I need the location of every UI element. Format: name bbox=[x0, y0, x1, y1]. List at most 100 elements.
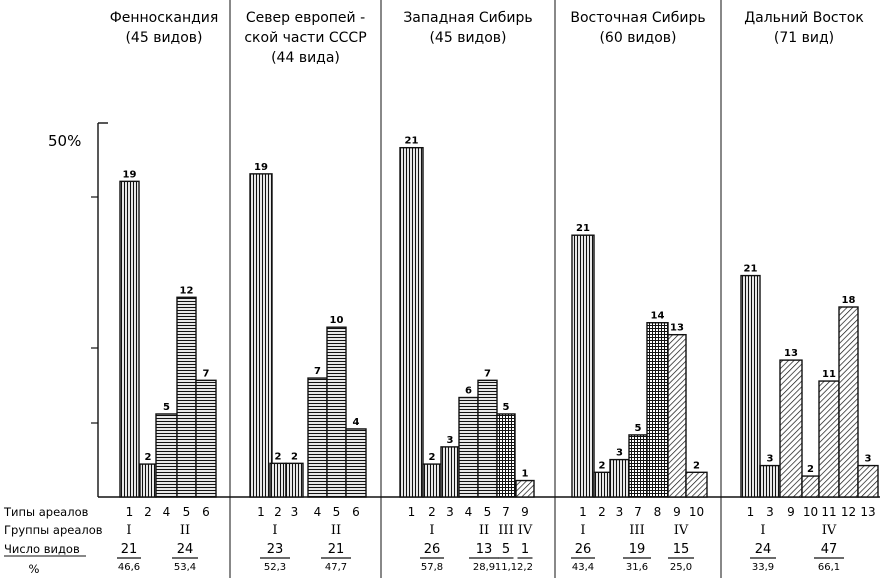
region-panel: Север европей - ской части СССР (44 вида) 1… bbox=[244, 10, 367, 573]
group-count: 47 bbox=[821, 542, 838, 557]
group-count: 24 bbox=[755, 542, 772, 557]
bar bbox=[176, 296, 197, 498]
panel-title: (44 вида) bbox=[271, 50, 340, 66]
group-percent: 11,1 bbox=[495, 562, 517, 573]
bar bbox=[326, 326, 347, 498]
bar-value-label: 5 bbox=[163, 402, 170, 413]
bar bbox=[422, 463, 442, 498]
group-label: I bbox=[429, 523, 434, 538]
bar bbox=[838, 306, 859, 498]
bar bbox=[119, 180, 140, 498]
type-tick-label: 3 bbox=[291, 505, 299, 519]
group-label: II bbox=[331, 523, 341, 538]
type-tick-label: 1 bbox=[579, 505, 587, 519]
bar-value-label: 21 bbox=[576, 223, 590, 234]
type-tick-label: 6 bbox=[202, 505, 210, 519]
type-tick-label: 9 bbox=[673, 505, 681, 519]
group-percent: 25,0 bbox=[670, 562, 692, 573]
type-tick-label: 13 bbox=[860, 505, 875, 519]
bar bbox=[440, 446, 460, 498]
bar bbox=[801, 475, 820, 498]
group-label: I bbox=[272, 523, 277, 538]
type-tick-label: 3 bbox=[766, 505, 774, 519]
type-tick-label: 3 bbox=[446, 505, 454, 519]
panel-title: Фенноскандия bbox=[110, 10, 219, 26]
group-count: 21 bbox=[121, 542, 138, 557]
group-label: III bbox=[498, 523, 513, 538]
chart-panels: Фенноскандия(45 видов)191225412576I2146,… bbox=[110, 10, 879, 573]
type-tick-label: 1 bbox=[747, 505, 755, 519]
bar bbox=[307, 377, 328, 498]
type-tick-label: 2 bbox=[598, 505, 606, 519]
type-tick-label: 4 bbox=[314, 505, 322, 519]
bar bbox=[496, 413, 516, 498]
group-count: 19 bbox=[629, 542, 646, 557]
bar-value-label: 1 bbox=[522, 469, 529, 480]
bar bbox=[285, 462, 304, 498]
row-label-count: Число видов bbox=[4, 542, 80, 556]
bar bbox=[628, 434, 648, 498]
group-percent: 46,6 bbox=[118, 562, 140, 573]
type-tick-label: 4 bbox=[163, 505, 171, 519]
group-percent: 28,9 bbox=[473, 562, 495, 573]
bar bbox=[269, 462, 287, 498]
type-tick-label: 3 bbox=[616, 505, 624, 519]
region-panel: Дальний Восток(71 вид)211331392101111181… bbox=[740, 10, 879, 573]
group-percent: 43,4 bbox=[572, 562, 594, 573]
bar bbox=[857, 464, 879, 498]
bar-value-label: 2 bbox=[807, 464, 814, 475]
bar-value-label: 6 bbox=[465, 386, 472, 397]
chart-frame: 50% bbox=[48, 0, 880, 578]
type-tick-label: 9 bbox=[787, 505, 795, 519]
bar-value-label: 21 bbox=[744, 264, 758, 275]
group-count: 15 bbox=[673, 542, 690, 557]
bar-value-label: 7 bbox=[314, 366, 321, 377]
group-label: II bbox=[479, 523, 489, 538]
panel-title: (45 видов) bbox=[429, 30, 506, 46]
panel-title: (71 вид) bbox=[774, 30, 834, 46]
group-percent: 47,7 bbox=[325, 562, 347, 573]
bar-value-label: 21 bbox=[405, 136, 419, 147]
row-label-types: Типы ареалов bbox=[3, 505, 89, 519]
bar-value-label: 2 bbox=[145, 452, 152, 463]
group-percent: 52,3 bbox=[264, 562, 286, 573]
bar-value-label: 18 bbox=[842, 295, 856, 306]
group-percent: 2,2 bbox=[517, 562, 533, 573]
bar-value-label: 2 bbox=[291, 451, 298, 462]
bar bbox=[195, 379, 217, 498]
type-tick-label: 6 bbox=[352, 505, 360, 519]
group-label: I bbox=[760, 523, 765, 538]
type-tick-label: 1 bbox=[408, 505, 416, 519]
panel-title: ской части СССР bbox=[244, 30, 366, 46]
bar-value-label: 7 bbox=[484, 368, 491, 379]
y-axis-label: 50% bbox=[48, 132, 81, 150]
bar-value-label: 11 bbox=[822, 369, 836, 380]
group-count: 5 bbox=[502, 542, 510, 557]
bar bbox=[571, 234, 595, 498]
type-tick-label: 12 bbox=[841, 505, 856, 519]
bar bbox=[593, 471, 611, 498]
type-tick-label: 1 bbox=[257, 505, 265, 519]
type-tick-label: 9 bbox=[521, 505, 529, 519]
bar-value-label: 3 bbox=[616, 448, 623, 459]
row-label-percent: % bbox=[29, 562, 40, 576]
bar-value-label: 3 bbox=[767, 454, 774, 465]
type-tick-label: 7 bbox=[634, 505, 642, 519]
bar-value-label: 4 bbox=[353, 417, 360, 428]
bar-value-label: 3 bbox=[865, 454, 872, 465]
group-percent: 66,1 bbox=[818, 562, 840, 573]
type-tick-label: 10 bbox=[689, 505, 704, 519]
bar-value-label: 14 bbox=[651, 311, 665, 322]
type-tick-label: 1 bbox=[126, 505, 134, 519]
bar-value-label: 2 bbox=[275, 451, 282, 462]
bar-value-label: 12 bbox=[180, 285, 194, 296]
group-percent: 57,8 bbox=[421, 562, 443, 573]
bar-value-label: 3 bbox=[447, 435, 454, 446]
region-panel: Западная Сибирь(45 видов)211223364755719… bbox=[399, 10, 535, 573]
type-tick-label: 2 bbox=[274, 505, 282, 519]
bar bbox=[345, 428, 367, 498]
bar-value-label: 5 bbox=[503, 402, 510, 413]
bar bbox=[667, 333, 687, 498]
group-count: 24 bbox=[177, 542, 194, 557]
bar bbox=[477, 379, 498, 498]
